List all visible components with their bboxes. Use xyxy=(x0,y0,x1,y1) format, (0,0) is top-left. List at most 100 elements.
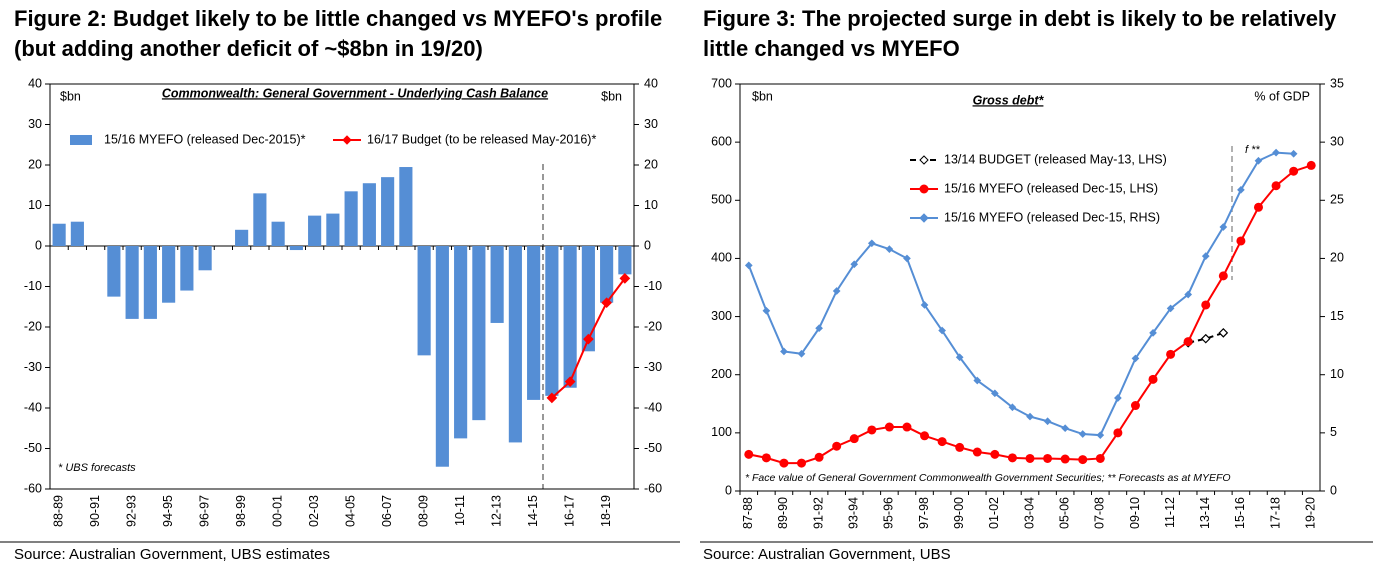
y-tick-label: 0 xyxy=(725,483,732,497)
subtitle: Gross debt* xyxy=(973,93,1045,107)
y2-tick-label: 35 xyxy=(1330,76,1344,90)
point xyxy=(1043,417,1052,426)
point xyxy=(1166,349,1176,359)
footnote: * Face value of General Government Commo… xyxy=(745,472,1231,484)
legend-label: 15/16 MYEFO (released Dec-2015)* xyxy=(104,132,306,146)
y-tick-label: -60 xyxy=(24,481,42,495)
point xyxy=(1253,202,1263,212)
y2-tick-label: 10 xyxy=(1330,367,1344,381)
point xyxy=(1113,428,1123,438)
bar xyxy=(52,223,66,246)
point xyxy=(546,392,558,404)
y-tick-label: 30 xyxy=(28,117,42,131)
source: Source: Australian Government, UBS estim… xyxy=(14,546,330,563)
line xyxy=(747,151,1294,437)
point xyxy=(1043,453,1053,463)
chart-title: Figure 3: The projected surge in debt is… xyxy=(703,6,1337,61)
point xyxy=(1271,181,1281,191)
point xyxy=(1149,329,1157,337)
x-tick-label: 96-97 xyxy=(197,495,211,527)
bar xyxy=(125,246,139,319)
point xyxy=(619,273,631,284)
y2-tick-label: -50 xyxy=(644,441,662,455)
y-tick-label: 400 xyxy=(711,251,732,265)
legend-label: 13/14 BUDGET (released May-13, LHS) xyxy=(944,152,1167,166)
bar xyxy=(508,246,522,443)
point xyxy=(1237,185,1245,194)
bar xyxy=(253,193,267,246)
bar xyxy=(472,246,486,421)
x-tick-label: 95-96 xyxy=(882,497,896,529)
point xyxy=(1218,328,1229,338)
legend-marker xyxy=(919,155,929,165)
x-tick-label: 02-03 xyxy=(307,495,321,527)
bar xyxy=(326,213,340,246)
point xyxy=(1078,455,1088,465)
bar xyxy=(581,246,595,352)
point xyxy=(1148,374,1158,384)
y2-tick-label: 0 xyxy=(1330,483,1337,497)
point xyxy=(1201,252,1210,260)
legend-label: 15/16 MYEFO (released Dec-15, LHS) xyxy=(944,181,1158,195)
y-tick-label: -20 xyxy=(24,319,42,333)
y2-tick-label: -40 xyxy=(644,400,662,414)
x-tick-label: 92-93 xyxy=(124,495,138,527)
y2-tick-label: 30 xyxy=(1330,134,1344,148)
x-tick-label: 00-01 xyxy=(270,495,284,527)
x-tick-label: 97-98 xyxy=(917,497,931,529)
point xyxy=(815,324,823,333)
x-tick-label: 88-89 xyxy=(51,495,65,527)
x-tick-label: 89-90 xyxy=(776,497,790,529)
point xyxy=(1218,271,1228,281)
point xyxy=(938,326,946,335)
point xyxy=(1200,333,1211,344)
annotation: f ** xyxy=(1245,144,1260,156)
bar xyxy=(454,246,468,439)
x-tick-label: 94-95 xyxy=(161,495,175,527)
x-tick-label: 01-02 xyxy=(987,497,1001,529)
chart-title: Figure 2: Budget likely to be little cha… xyxy=(14,6,663,61)
point xyxy=(1131,354,1140,363)
bar xyxy=(399,167,413,246)
point xyxy=(1060,454,1070,464)
y-tick-label: 10 xyxy=(28,198,42,212)
point xyxy=(1061,424,1069,433)
point xyxy=(832,287,841,295)
x-tick-label: 06-07 xyxy=(380,495,394,527)
y2-label: % of GDP xyxy=(1254,89,1310,103)
point xyxy=(1130,401,1140,411)
point xyxy=(973,376,982,385)
bar xyxy=(563,246,577,388)
bar xyxy=(308,215,322,246)
bar xyxy=(344,191,358,246)
source: Source: Australian Government, UBS xyxy=(703,546,951,563)
legend-label: 15/16 MYEFO (released Dec-15, RHS) xyxy=(944,210,1160,224)
point xyxy=(990,449,1000,459)
x-tick-label: 19-20 xyxy=(1304,497,1318,529)
y2-tick-label: -60 xyxy=(644,481,662,495)
y-label: $bn xyxy=(752,89,773,103)
x-tick-label: 12-13 xyxy=(489,495,503,527)
point xyxy=(884,422,894,432)
bar xyxy=(289,246,303,251)
point xyxy=(1166,304,1175,313)
point xyxy=(1008,403,1017,412)
y-tick-label: 300 xyxy=(711,309,732,323)
x-tick-label: 91-92 xyxy=(811,497,825,529)
point xyxy=(1183,337,1193,347)
y-tick-label: -30 xyxy=(24,360,42,374)
x-tick-label: 99-00 xyxy=(952,497,966,529)
bar xyxy=(162,246,176,303)
y-tick-label: 100 xyxy=(711,425,732,439)
y-tick-label: -50 xyxy=(24,441,42,455)
bar xyxy=(198,246,212,271)
point xyxy=(991,389,999,398)
y2-tick-label: 20 xyxy=(1330,251,1344,265)
y-tick-label: 0 xyxy=(35,238,42,252)
point xyxy=(867,239,876,248)
y2-tick-label: -20 xyxy=(644,319,662,333)
point xyxy=(850,260,859,269)
point xyxy=(937,437,947,447)
y2-tick-label: -10 xyxy=(644,279,662,293)
point xyxy=(1026,412,1034,421)
